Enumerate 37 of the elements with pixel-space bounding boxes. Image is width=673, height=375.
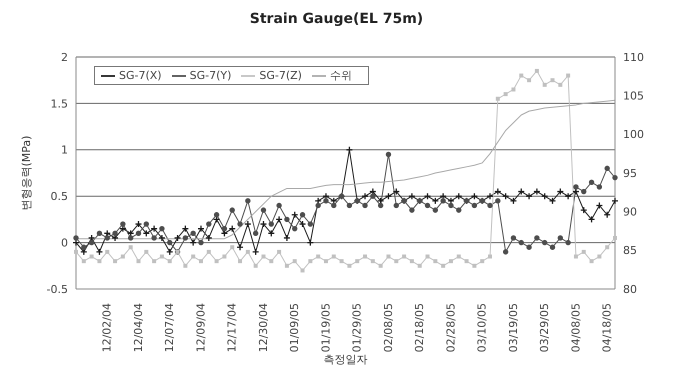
x-tick-label: 12/02/04 — [100, 303, 114, 352]
x-axis-title: 측정일자 — [324, 353, 368, 366]
x-tick-label: 12/04/04 — [132, 303, 145, 352]
y-tick-label: 1.5 — [50, 97, 68, 110]
y2-tick-label: 80 — [623, 282, 637, 296]
y2-tick-label: 100 — [623, 128, 644, 142]
y2-tick-label: 105 — [623, 90, 644, 103]
y-axis-title: 변형응력(MPa) — [20, 136, 33, 210]
x-tick-label: 01/09/05 — [288, 303, 302, 352]
y2-tick-label: 110 — [623, 50, 644, 64]
x-tick-label: 04/08/05 — [569, 303, 582, 352]
x-tick-label: 12/09/04 — [194, 303, 208, 352]
x-tick-label: 01/19/05 — [319, 303, 332, 352]
y-tick-label: -0.5 — [46, 282, 68, 296]
x-tick-label: 03/29/05 — [538, 303, 552, 352]
x-tick-label: 03/19/05 — [506, 303, 520, 352]
legend-label: SG-7(Y) — [190, 69, 232, 82]
y2-tick-label: 90 — [623, 206, 637, 219]
x-tick-label: 02/08/05 — [382, 303, 395, 352]
x-tick-label: 03/10/05 — [476, 303, 489, 352]
legend-label: SG-7(Z) — [259, 69, 302, 82]
chart-title: Strain Gauge(EL 75m) — [248, 10, 424, 29]
x-tick-label: 01/29/05 — [350, 303, 364, 352]
y-tick-label: 0.5 — [50, 190, 68, 204]
x-tick-label: 12/07/04 — [163, 303, 176, 352]
y-tick-label: 1 — [61, 144, 68, 157]
y2-tick-label: 95 — [623, 166, 637, 180]
y-tick-label: 2 — [61, 50, 68, 64]
y2-tick-label: 85 — [623, 244, 637, 258]
x-tick-label: 12/17/04 — [226, 303, 239, 352]
y-tick-label: 0 — [61, 236, 68, 250]
x-tick-label: 02/28/05 — [444, 303, 458, 352]
legend-label: 수위 — [330, 69, 352, 82]
legend-label: SG-7(X) — [119, 69, 162, 82]
x-tick-label: 04/18/05 — [600, 303, 614, 352]
x-tick-label: 02/18/05 — [413, 303, 426, 352]
x-tick-label: 12/30/04 — [256, 303, 270, 352]
